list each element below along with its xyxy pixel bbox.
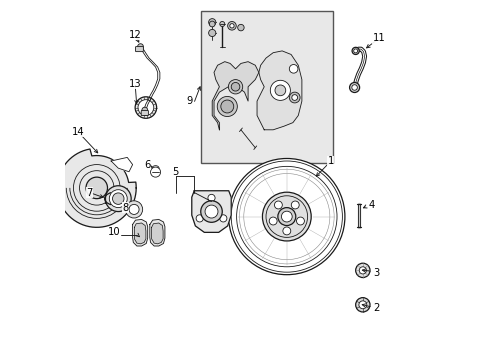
- Text: 4: 4: [367, 200, 374, 210]
- Bar: [201, 11, 333, 163]
- Circle shape: [86, 177, 107, 199]
- Circle shape: [109, 190, 127, 208]
- Circle shape: [138, 100, 153, 116]
- Circle shape: [289, 64, 297, 73]
- Circle shape: [137, 44, 143, 49]
- Polygon shape: [191, 191, 231, 232]
- Circle shape: [112, 193, 124, 204]
- Text: 11: 11: [372, 33, 385, 43]
- Circle shape: [219, 22, 224, 27]
- Circle shape: [229, 24, 234, 28]
- Polygon shape: [111, 157, 132, 172]
- FancyBboxPatch shape: [135, 46, 143, 51]
- Circle shape: [196, 215, 203, 222]
- Circle shape: [269, 217, 277, 225]
- Circle shape: [228, 80, 242, 94]
- Circle shape: [349, 82, 359, 93]
- Circle shape: [201, 201, 222, 222]
- Polygon shape: [57, 149, 136, 227]
- Circle shape: [150, 167, 160, 177]
- Polygon shape: [257, 51, 301, 130]
- Polygon shape: [149, 220, 164, 246]
- Circle shape: [125, 201, 142, 218]
- Circle shape: [291, 95, 297, 100]
- Circle shape: [358, 301, 366, 309]
- Circle shape: [204, 205, 218, 218]
- Circle shape: [274, 201, 282, 209]
- Text: 3: 3: [372, 267, 379, 278]
- Circle shape: [277, 208, 295, 226]
- Circle shape: [296, 217, 304, 225]
- FancyBboxPatch shape: [141, 111, 148, 116]
- Circle shape: [270, 80, 290, 100]
- Circle shape: [142, 107, 147, 113]
- Circle shape: [208, 30, 215, 37]
- Text: 6: 6: [143, 160, 150, 170]
- Text: 12: 12: [128, 30, 141, 40]
- Circle shape: [282, 227, 290, 235]
- Circle shape: [209, 21, 215, 27]
- Circle shape: [351, 47, 359, 54]
- Circle shape: [105, 186, 131, 212]
- Circle shape: [281, 211, 292, 222]
- Text: 13: 13: [128, 79, 141, 89]
- Circle shape: [217, 96, 237, 117]
- Circle shape: [208, 19, 215, 26]
- Polygon shape: [151, 223, 163, 244]
- Circle shape: [207, 194, 215, 202]
- Circle shape: [228, 158, 344, 275]
- Circle shape: [262, 192, 310, 241]
- Circle shape: [231, 82, 239, 91]
- Circle shape: [227, 22, 236, 30]
- Text: 7: 7: [86, 188, 93, 198]
- Text: 9: 9: [186, 96, 193, 106]
- Circle shape: [355, 263, 369, 278]
- Circle shape: [359, 267, 366, 274]
- Circle shape: [135, 97, 156, 118]
- Polygon shape: [134, 223, 145, 244]
- Circle shape: [351, 85, 357, 90]
- Text: 14: 14: [71, 127, 84, 136]
- Circle shape: [353, 49, 357, 53]
- Polygon shape: [132, 220, 147, 246]
- Circle shape: [355, 298, 369, 312]
- Text: 2: 2: [372, 303, 379, 314]
- Polygon shape: [212, 62, 258, 130]
- Circle shape: [291, 201, 299, 209]
- Text: 10: 10: [108, 227, 121, 237]
- Text: 8: 8: [122, 203, 128, 213]
- Circle shape: [289, 92, 300, 103]
- Text: 5: 5: [172, 167, 179, 177]
- Circle shape: [221, 100, 233, 113]
- Circle shape: [219, 215, 226, 222]
- Circle shape: [129, 204, 139, 215]
- Circle shape: [274, 85, 285, 96]
- Circle shape: [237, 24, 244, 31]
- Text: 1: 1: [326, 156, 333, 166]
